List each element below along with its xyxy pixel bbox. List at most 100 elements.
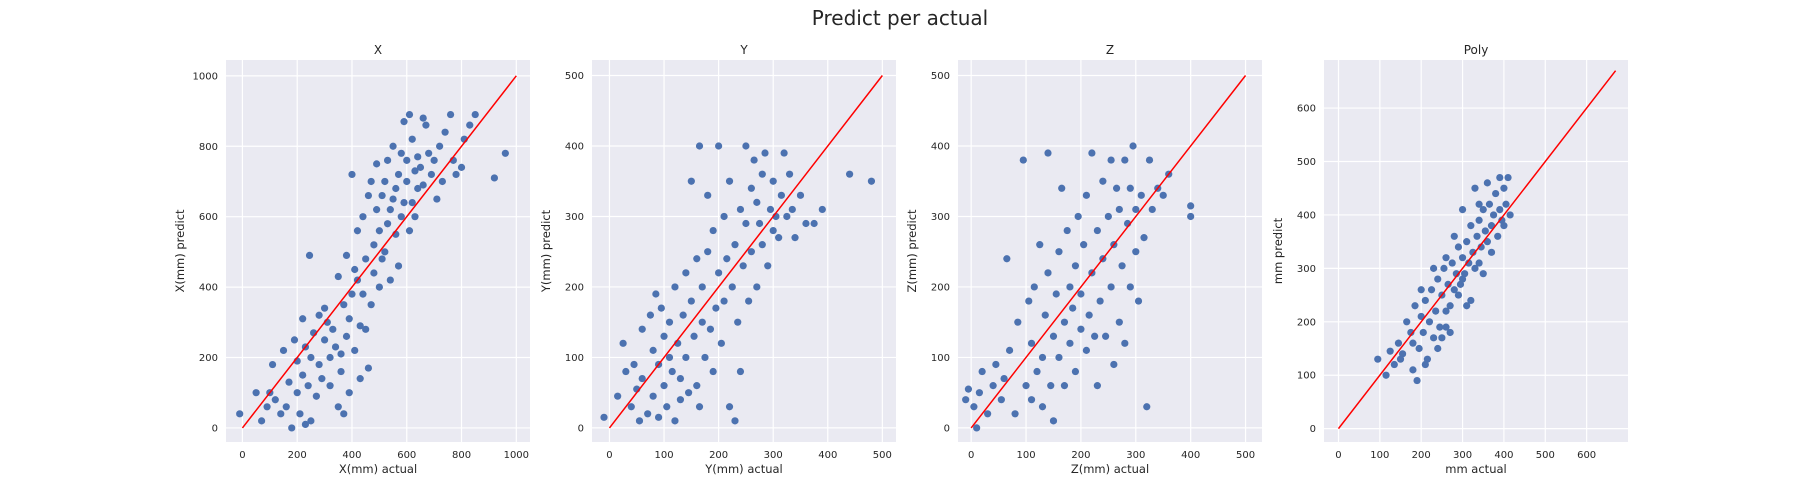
scatter-point [755, 219, 764, 228]
scatter-point [1471, 264, 1479, 272]
scatter-point [342, 251, 351, 260]
scatter-point [378, 255, 386, 263]
scatter-point [362, 325, 370, 333]
y-tick-label: 500 [1297, 157, 1316, 168]
scatter-point [780, 149, 788, 157]
scatter-point [810, 219, 818, 228]
x-tick-label: 500 [1536, 450, 1555, 461]
scatter-point [252, 389, 260, 397]
scatter-point [1074, 212, 1082, 221]
scatter-point [337, 350, 345, 358]
scatter-point [731, 241, 739, 249]
scatter-point [1494, 232, 1502, 240]
x-tick-label: 1000 [504, 450, 529, 461]
scatter-point [1187, 202, 1195, 210]
scatter-point [1489, 211, 1498, 219]
scatter-point [307, 353, 315, 362]
scatter-point [1442, 323, 1450, 331]
scatter-point [723, 255, 731, 263]
scatter-point [457, 163, 466, 171]
scatter-point [679, 311, 687, 319]
scatter-point [769, 177, 777, 185]
scatter-point [301, 420, 310, 428]
scatter-point [337, 367, 345, 376]
scatter-point [1099, 177, 1107, 185]
y-tick-label: 200 [931, 282, 950, 293]
y-tick-label: 400 [565, 141, 584, 152]
scatter-point [1077, 290, 1085, 298]
scatter-point [383, 220, 392, 228]
scatter-point [1129, 142, 1137, 150]
scatter-point [1047, 382, 1055, 390]
scatter-point [1430, 334, 1438, 342]
scatter-point [1436, 323, 1444, 331]
scatter-point [1446, 328, 1454, 337]
scatter-point [1411, 302, 1419, 310]
scatter-point [351, 265, 359, 274]
y-tick-label: 300 [1297, 264, 1316, 275]
scatter-point [734, 318, 742, 326]
scatter-point [1011, 410, 1019, 418]
scatter-point [304, 382, 312, 390]
reference-line [1337, 70, 1617, 430]
scatter-point [1082, 346, 1091, 354]
scatter-point [268, 360, 277, 369]
scatter-point [1022, 382, 1030, 390]
scatter-point [1066, 283, 1074, 291]
scatter-point [1019, 156, 1027, 164]
scatter-point [1038, 403, 1047, 411]
scatter-point [430, 156, 438, 164]
scatter-point [362, 255, 370, 263]
scatter-point [646, 311, 654, 319]
scatter-point [422, 121, 430, 129]
scatter-point [416, 163, 425, 171]
scatter-point [783, 212, 791, 221]
scatter-point [1463, 302, 1471, 310]
y-tick-label: 0 [944, 423, 950, 434]
scatter-point [411, 167, 419, 175]
scatter-point [1121, 339, 1129, 347]
scatter-point [1403, 318, 1411, 326]
scatter-point [1502, 200, 1510, 208]
scatter-point [1102, 332, 1110, 340]
scatter-point [326, 353, 334, 362]
scatter-point [685, 389, 693, 397]
scatter-point [403, 177, 411, 186]
scatter-point [263, 403, 271, 411]
scatter-point [1382, 371, 1390, 379]
scatter-point [712, 304, 720, 312]
x-tick-label: 0 [239, 450, 245, 461]
scatter-point [1458, 254, 1467, 262]
y-axis-label: Z(mm) predict [905, 209, 919, 293]
scatter-point [414, 184, 422, 193]
scatter-point [373, 160, 381, 168]
scatter-point [1440, 264, 1448, 272]
scatter-point [796, 191, 805, 199]
x-axis-label: X(mm) actual [339, 462, 417, 476]
scatter-point [1159, 191, 1167, 199]
scatter-point [1421, 296, 1429, 305]
y-tick-label: 800 [199, 142, 218, 153]
scatter-point [663, 403, 671, 411]
x-axis-label: Y(mm) actual [704, 462, 782, 476]
scatter-point [405, 110, 414, 119]
scatter-point [315, 311, 323, 319]
y-tick-label: 200 [1297, 317, 1316, 328]
scatter-point [997, 396, 1005, 404]
scatter-point [731, 417, 739, 425]
plot-area [958, 60, 1262, 442]
scatter-point [433, 195, 441, 203]
scatter-point [1394, 339, 1403, 347]
scatter-point [614, 392, 622, 400]
scatter-point [1077, 325, 1085, 333]
scatter-point [1475, 259, 1483, 267]
scatter-point [1030, 283, 1038, 291]
scatter-point [706, 325, 715, 333]
scatter-point [1450, 232, 1458, 240]
x-tick-label: 800 [452, 450, 471, 461]
scatter-point [1485, 200, 1494, 208]
scatter-point [1463, 238, 1471, 246]
scatter-point [386, 206, 394, 214]
scatter-point [1044, 149, 1052, 157]
y-tick-label: 1000 [193, 71, 218, 82]
